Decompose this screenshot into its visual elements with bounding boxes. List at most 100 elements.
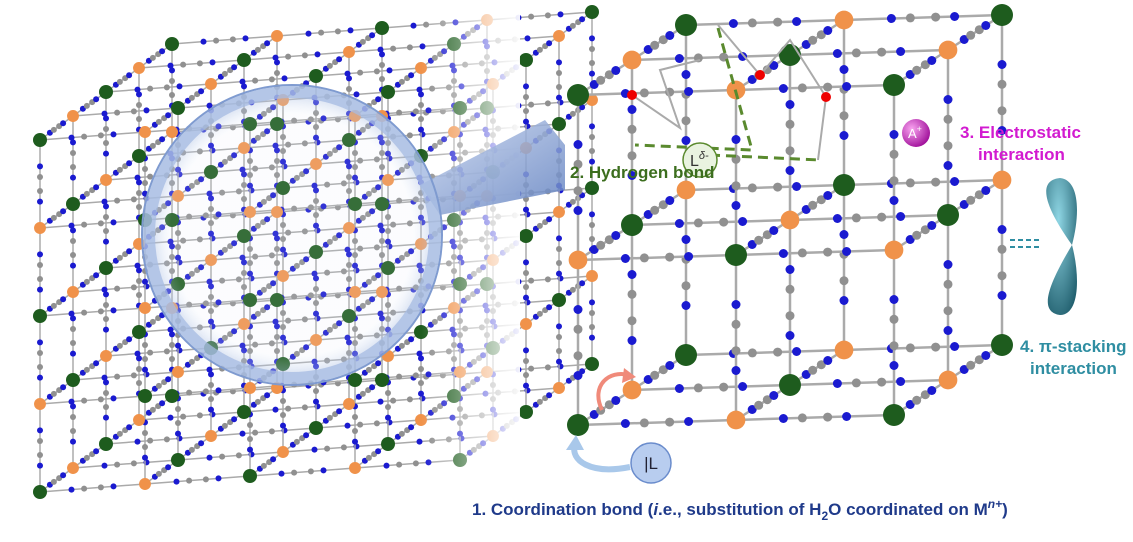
ligand-atom	[103, 291, 109, 298]
ligand-atom	[264, 40, 271, 47]
ligand-atom	[186, 477, 193, 484]
ligand-atom	[116, 166, 123, 173]
ligand-atom	[573, 324, 583, 334]
ligand-atom	[573, 351, 583, 361]
ligand-atom	[260, 462, 267, 469]
ligand-atom	[997, 79, 1007, 89]
ligand-atom	[927, 386, 937, 395]
ligand-atom	[573, 206, 583, 215]
ligand-atom	[877, 377, 887, 387]
ligand-atom	[808, 365, 818, 375]
ligand-atom	[274, 69, 280, 76]
metal-atom	[132, 325, 146, 339]
ligand-atom	[231, 416, 238, 423]
ligand-atom	[103, 150, 109, 157]
ligand-atom	[50, 390, 57, 397]
ligand-atom	[889, 314, 899, 324]
ligand-atom	[83, 190, 90, 197]
ligand-atom	[556, 69, 562, 76]
ligand-atom	[896, 212, 906, 221]
ligand-atom	[905, 13, 915, 23]
ligand-atom	[110, 307, 117, 314]
ligand-atom	[136, 204, 142, 211]
metal-atom	[568, 250, 588, 270]
ligand-atom	[37, 427, 43, 434]
ligand-atom	[208, 396, 214, 403]
ligand-atom	[68, 310, 75, 317]
right-lattice	[567, 4, 1013, 436]
ligand-atom	[103, 389, 109, 396]
ligand-atom	[966, 195, 976, 205]
ligand-atom	[50, 478, 57, 485]
ligand-atom	[943, 260, 953, 269]
metal-atom	[166, 126, 178, 138]
metal-atom	[991, 4, 1013, 26]
ligand-atom	[155, 382, 162, 389]
ligand-atom	[523, 284, 529, 291]
metal-atom	[67, 462, 79, 474]
metal-atom	[883, 74, 905, 96]
ligand-atom	[50, 214, 57, 221]
ligand-atom	[213, 37, 220, 44]
ligand-atom	[103, 115, 109, 122]
metal-atom	[33, 309, 47, 323]
ligand-atom	[252, 429, 259, 436]
ligand-atom	[665, 196, 675, 205]
ligand-atom	[773, 182, 783, 192]
ligand-atom	[149, 318, 156, 325]
ligand-atom	[905, 178, 915, 188]
ligand-atom	[785, 331, 795, 340]
metal-atom	[725, 244, 747, 266]
metal-atom	[834, 340, 854, 360]
metal-atom	[205, 78, 217, 90]
ligand-atom	[681, 281, 691, 291]
ligand-atom	[215, 387, 222, 394]
metal-atom	[33, 133, 47, 147]
ligand-atom	[959, 365, 969, 374]
ligand-atom	[681, 70, 691, 79]
ligand-atom	[523, 357, 529, 364]
ligand-atom	[93, 96, 100, 103]
ligand-atom	[163, 436, 170, 443]
ligand-atom	[278, 470, 285, 477]
ligand-atom	[101, 286, 108, 293]
ligand-atom	[959, 35, 969, 44]
ligand-atom	[842, 412, 852, 421]
ligand-atom	[589, 309, 595, 316]
ligand-atom	[270, 456, 277, 463]
ligand-atom	[684, 252, 694, 261]
ligand-atom	[81, 397, 88, 404]
bond	[631, 53, 791, 62]
ligand-atom	[37, 452, 43, 459]
ligand-atom	[889, 149, 899, 159]
ligand-atom	[778, 249, 788, 258]
ligand-atom	[68, 222, 75, 229]
ligand-atom	[889, 196, 899, 205]
ligand-atom	[832, 214, 842, 223]
ligand-atom	[231, 64, 238, 71]
ligand-atom	[950, 177, 960, 186]
ligand-atom	[797, 248, 807, 258]
ligand-atom	[254, 46, 261, 53]
ligand-atom	[728, 19, 738, 28]
ligand-atom	[37, 261, 43, 268]
bond	[105, 435, 212, 445]
ligand-atom	[280, 397, 286, 404]
ligand-atom	[912, 395, 922, 405]
ligand-atom	[889, 295, 899, 304]
ligand-atom	[754, 235, 764, 245]
metal-atom	[132, 149, 146, 163]
ligand-atom	[116, 254, 123, 261]
metal-atom	[567, 414, 589, 436]
ligand-atom	[188, 446, 195, 453]
ligand-atom	[229, 36, 236, 43]
ligand-atom	[920, 60, 930, 70]
ligand-atom	[579, 16, 586, 23]
ligand-atom	[665, 361, 675, 370]
metal-atom	[171, 101, 185, 115]
metal-atom	[244, 382, 256, 394]
ligand-atom	[142, 278, 148, 285]
ligand-atom	[169, 341, 175, 348]
ligand-atom	[523, 206, 529, 213]
ligand-atom	[823, 247, 833, 257]
